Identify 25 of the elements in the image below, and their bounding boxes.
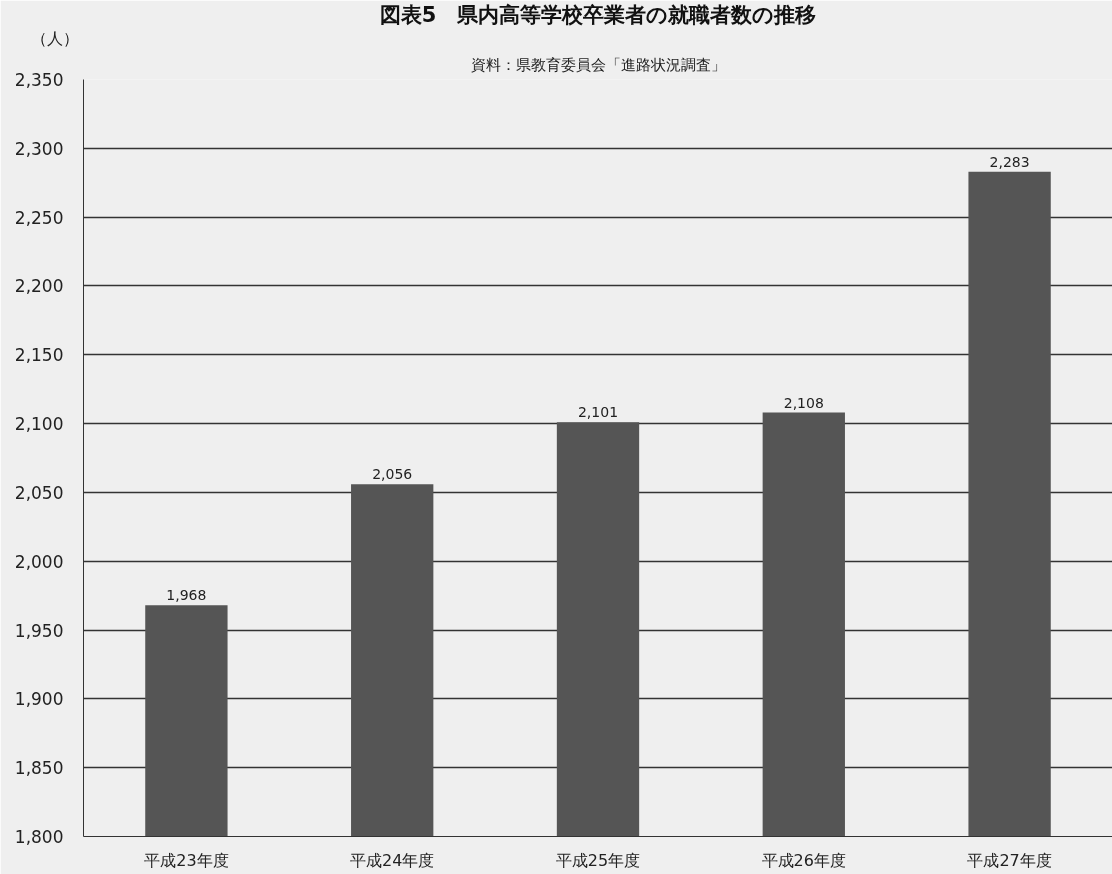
- data-label: 2,108: [783, 394, 824, 411]
- chart-title: 図表5 県内高等学校卒業者の就職者数の推移: [379, 2, 817, 27]
- y-tick-label: 2,150: [14, 345, 64, 366]
- x-tick-label: 平成24年度: [350, 850, 435, 870]
- x-tick-label: 平成27年度: [967, 850, 1052, 870]
- y-tick-label: 2,300: [14, 138, 64, 159]
- y-tick-label: 1,850: [14, 758, 64, 779]
- data-label: 2,101: [577, 404, 619, 421]
- y-tick-label: 1,900: [14, 689, 64, 710]
- y-tick-label: 2,200: [14, 276, 64, 297]
- y-tick-label: 2,250: [14, 207, 64, 228]
- y-tick-label: 1,950: [14, 620, 64, 641]
- chart-subtitle: 資料：県教育委員会「進路状況調査」: [470, 55, 726, 74]
- y-tick-label: 1,800: [14, 827, 64, 847]
- data-label: 2,283: [989, 153, 1030, 170]
- y-tick-label: 2,100: [14, 414, 64, 435]
- y-tick-label: 2,050: [14, 482, 64, 503]
- x-tick-label: 平成25年度: [555, 850, 641, 870]
- y-tick-label: 2,000: [14, 551, 64, 572]
- x-tick-label: 平成26年度: [761, 850, 846, 870]
- data-label: 1,968: [166, 587, 207, 604]
- y-axis-title: （人）: [30, 28, 79, 48]
- data-label: 2,056: [372, 466, 413, 483]
- y-tick-label: 2,350: [14, 70, 64, 90]
- x-tick-label: 平成23年度: [144, 850, 229, 870]
